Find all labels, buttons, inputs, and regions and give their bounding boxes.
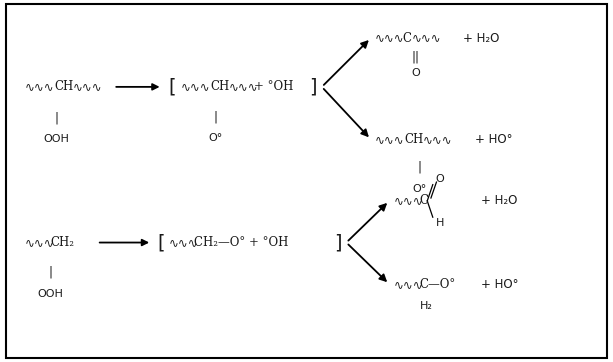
Text: ∿∿∿: ∿∿∿ (412, 31, 441, 45)
Text: + H₂O: + H₂O (481, 194, 517, 207)
Text: ∿∿∿: ∿∿∿ (394, 194, 423, 207)
Text: O°: O° (413, 184, 427, 194)
Text: CH: CH (210, 80, 229, 93)
Text: ||: || (411, 50, 420, 63)
Text: ∿∿∿: ∿∿∿ (169, 236, 198, 249)
Text: C: C (403, 31, 412, 45)
Text: H₂: H₂ (419, 301, 433, 311)
Text: ∿∿∿: ∿∿∿ (72, 80, 102, 93)
Text: O: O (411, 68, 420, 78)
Text: OOH: OOH (44, 134, 69, 144)
Text: O: O (436, 174, 444, 184)
Text: C: C (419, 194, 428, 207)
Text: [: [ (169, 77, 176, 96)
Text: + H₂O: + H₂O (463, 31, 499, 45)
Text: ∿∿∿: ∿∿∿ (423, 133, 452, 146)
Text: H: H (436, 218, 444, 228)
Text: CH: CH (54, 80, 73, 93)
Text: CH₂: CH₂ (50, 236, 74, 249)
Text: ∿∿∿: ∿∿∿ (25, 80, 54, 93)
Text: ∿∿∿: ∿∿∿ (25, 236, 54, 249)
Text: CH: CH (405, 133, 424, 146)
Text: + HO°: + HO° (481, 278, 519, 291)
Text: ∿∿∿: ∿∿∿ (229, 80, 258, 93)
Text: [: [ (157, 233, 164, 252)
Text: |: | (55, 111, 58, 124)
Text: |: | (48, 266, 52, 279)
Text: + °OH: + °OH (254, 80, 294, 93)
Text: ∿∿∿: ∿∿∿ (375, 31, 405, 45)
Text: + HO°: + HO° (475, 133, 512, 146)
Text: ∿∿∿: ∿∿∿ (375, 133, 405, 146)
Text: C—O°: C—O° (419, 278, 455, 291)
Text: O°: O° (208, 133, 223, 143)
Text: ]: ] (334, 233, 341, 252)
Text: ∿∿∿: ∿∿∿ (181, 80, 210, 93)
Text: |: | (418, 161, 422, 174)
Text: |: | (214, 110, 218, 123)
Text: ∿∿∿: ∿∿∿ (394, 278, 423, 291)
Text: CH₂—O° + °OH: CH₂—O° + °OH (194, 236, 289, 249)
Text: ]: ] (310, 77, 317, 96)
Text: OOH: OOH (37, 289, 63, 299)
